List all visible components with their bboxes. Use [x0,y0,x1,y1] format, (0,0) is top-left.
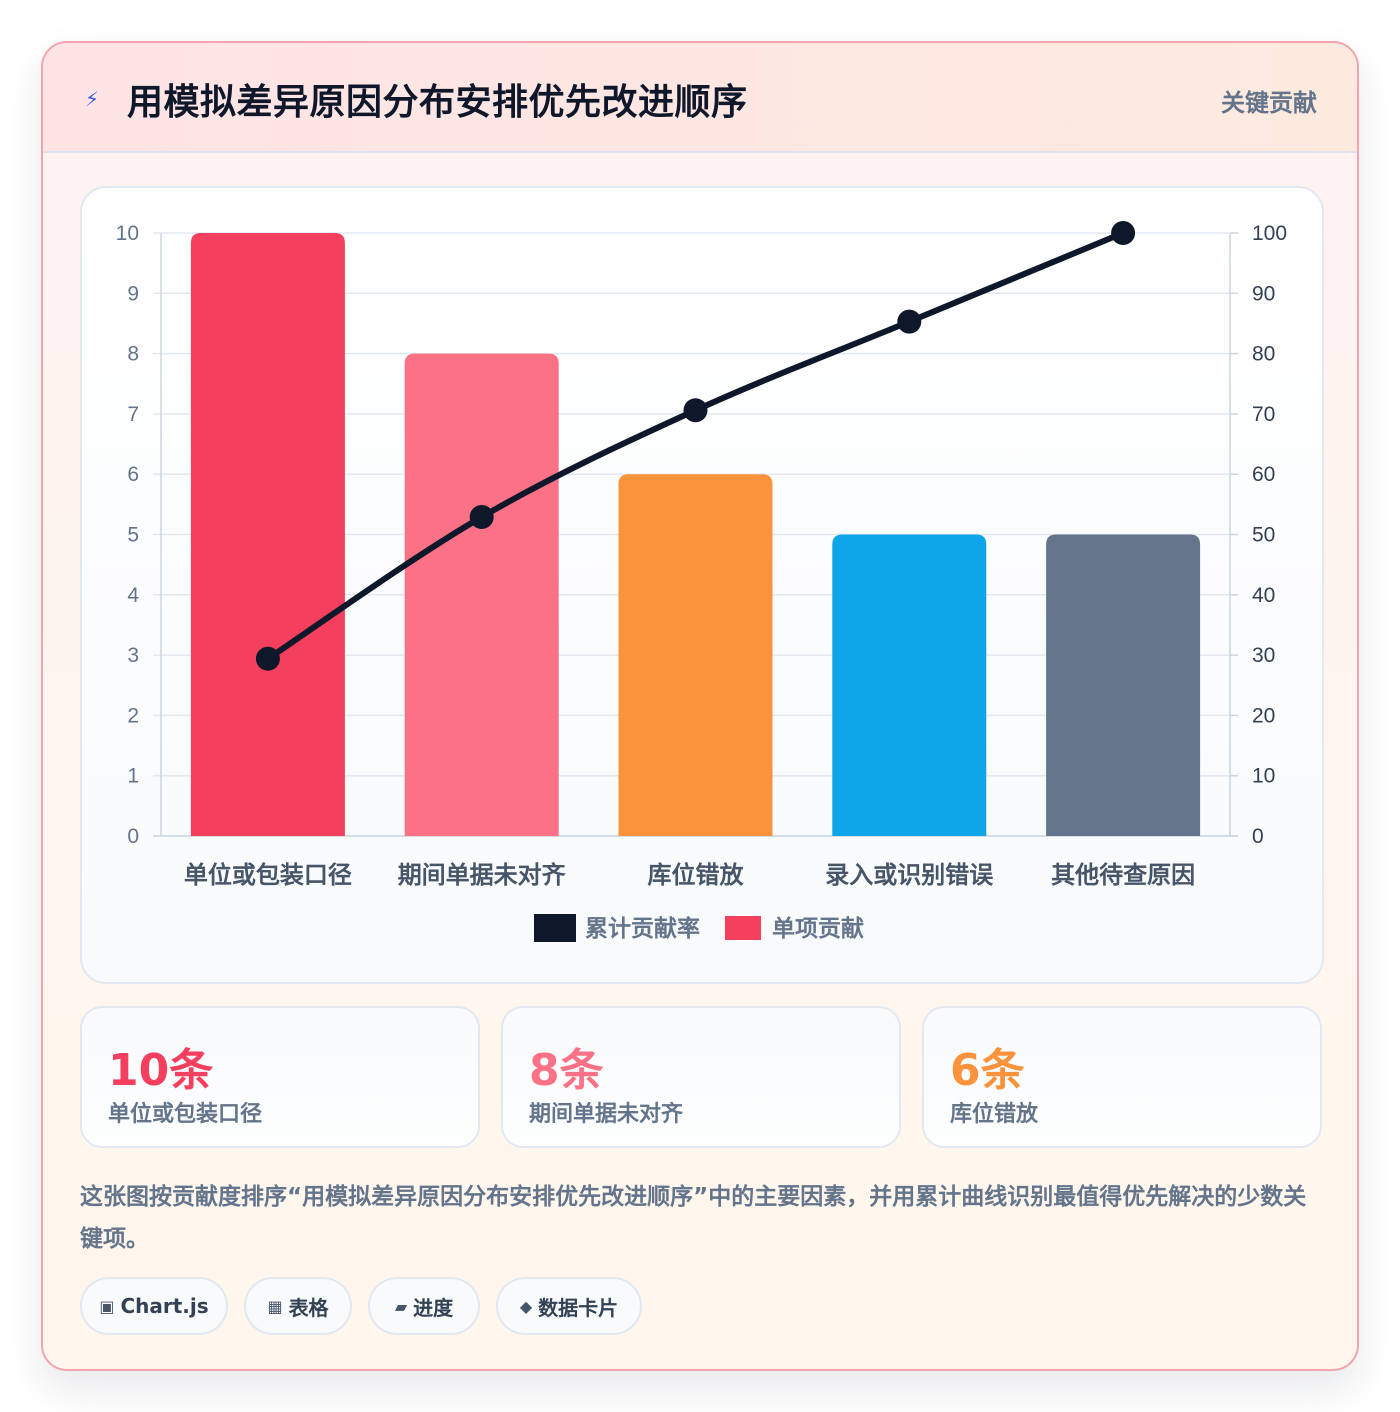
pill-label: 数据卡片 [538,1295,619,1320]
y-right-tick-label: 40 [1252,584,1275,607]
stat-label: 期间单据未对齐 [529,1102,684,1127]
cumulative-point [255,646,280,671]
cumulative-point [683,398,708,423]
diamond-icon: ◆ [519,1296,533,1316]
y-right-tick-label: 80 [1252,343,1275,366]
y-right-tick-label: 100 [1252,222,1287,245]
y-left-tick-label: 9 [127,282,139,305]
x-tick-label: 库位错放 [648,861,745,889]
y-left-tick-label: 8 [127,343,139,366]
stat-value: 6条 [950,1045,1025,1096]
y-right-tick-label: 0 [1252,825,1264,848]
bar [190,233,345,836]
y-left-tick-label: 2 [127,704,139,727]
x-tick-label: 期间单据未对齐 [398,861,567,889]
report-card: ⚡ 用模拟差异原因分布安排优先改进顺序 关键贡献 0 1 2 3 4 5 6 7 8 9 10 0 10… [41,41,1359,1371]
y-left-tick-label: 7 [127,403,139,426]
y-left-tick-label: 1 [127,765,139,788]
table-icon: ▦ [267,1296,283,1316]
bar [618,474,773,836]
x-tick-label: 录入或识别错误 [825,861,994,889]
y-right-tick-label: 50 [1252,524,1275,547]
stat-value: 8条 [529,1045,604,1096]
pill-label: 进度 [413,1295,454,1320]
legend-swatch-cumulative [534,914,576,942]
pill-label: 表格 [288,1295,329,1320]
header-tag: 关键贡献 [1221,89,1317,117]
stat-label: 库位错放 [950,1102,1039,1127]
y-left-tick-label: 6 [127,463,139,486]
pill-datacard[interactable]: ◆ 数据卡片 [496,1277,642,1335]
cumulative-point [469,505,494,530]
y-right-tick-label: 30 [1252,644,1275,667]
stat-value: 10条 [108,1045,214,1096]
stat-label: 单位或包装口径 [108,1102,263,1127]
y-left-tick-label: 5 [127,524,139,547]
legend-label-item: 单项贡献 [772,916,864,942]
pill-progress[interactable]: ▰ 进度 [368,1277,480,1335]
stat-card: 6条 库位错放 [922,1006,1322,1148]
y-right-tick-label: 90 [1252,282,1275,305]
chart-icon: ▣ [99,1296,115,1316]
stat-card: 8条 期间单据未对齐 [501,1006,901,1148]
pill-chartjs[interactable]: ▣ Chart.js [80,1277,228,1335]
pill-label: Chart.js [120,1294,209,1318]
y-right-tick-label: 20 [1252,704,1275,727]
chart-description: 这张图按贡献度排序“用模拟差异原因分布安排优先改进顺序”中的主要因素，并用累计曲… [80,1184,1307,1252]
stat-card: 10条 单位或包装口径 [80,1006,480,1148]
y-right-tick-label: 10 [1252,765,1275,788]
y-left-tick-label: 4 [127,584,139,607]
bar [404,353,559,836]
y-left-tick-label: 3 [127,644,139,667]
pill-table[interactable]: ▦ 表格 [244,1277,352,1335]
cumulative-point [897,309,922,334]
x-tick-label: 单位或包装口径 [184,861,352,889]
y-left-tick-label: 10 [116,222,139,245]
progress-icon: ▰ [394,1296,408,1316]
y-left-tick-label: 0 [127,825,139,848]
cumulative-point [1111,221,1136,245]
legend-label-cumulative: 累计贡献率 [585,915,700,942]
pareto-chart: 0123456789100102030405060708090100单位或包装口… [116,221,1287,942]
y-right-tick-label: 70 [1252,403,1275,426]
lightning-icon: ⚡ [85,87,100,111]
chart-panel: 0 1 2 3 4 5 6 7 8 9 10 0 10 20 30 40 50 60 70 80 90 100 单位或包装口… [80,186,1324,984]
card-header: ⚡ 用模拟差异原因分布安排优先改进顺序 关键贡献 [43,43,1357,153]
x-tick-label: 其他待查原因 [1051,861,1195,889]
bar [1046,534,1201,836]
y-right-tick-label: 60 [1252,463,1275,486]
page-title: 用模拟差异原因分布安排优先改进顺序 [127,82,748,123]
bar [832,534,987,836]
legend-swatch-item [725,916,761,940]
